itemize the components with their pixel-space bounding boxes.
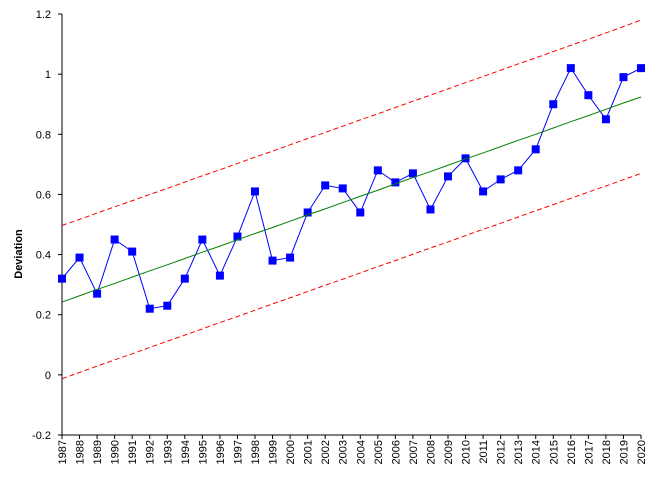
x-tick-label: 1988 <box>75 440 87 464</box>
y-tick-label: 0.2 <box>36 310 51 322</box>
x-tick-label: 2003 <box>338 440 350 464</box>
data-point-marker <box>268 256 277 265</box>
data-point-marker <box>215 271 224 280</box>
data-point-marker <box>180 274 189 283</box>
data-point-marker <box>531 145 540 154</box>
x-tick-label: 1992 <box>145 440 157 464</box>
plot-area <box>58 19 645 380</box>
data-point-marker <box>408 169 417 178</box>
data-point-marker <box>303 208 312 217</box>
data-point-marker <box>338 184 347 193</box>
axes <box>58 13 642 439</box>
y-tick-label: 0.6 <box>36 189 51 201</box>
x-tick-label: 1993 <box>162 440 174 464</box>
x-tick-label: 2007 <box>408 440 420 464</box>
x-tick-label: 2009 <box>443 440 455 464</box>
y-tick-label: -0.2 <box>32 430 51 442</box>
data-point-marker <box>286 253 295 262</box>
x-tick-label: 1997 <box>232 440 244 464</box>
data-point-marker <box>75 253 84 262</box>
x-tick-label: 2001 <box>303 440 315 464</box>
x-tick-label: 1989 <box>92 440 104 464</box>
x-tick-label: 1995 <box>197 440 209 464</box>
data-point-marker <box>566 64 575 73</box>
limit-line <box>61 172 642 380</box>
data-point-marker <box>198 235 207 244</box>
data-point-marker <box>110 235 119 244</box>
x-tick-label: 2013 <box>513 440 525 464</box>
x-tick-label: 2014 <box>531 440 543 464</box>
data-point-marker <box>58 274 66 283</box>
x-tick-label: 1994 <box>180 440 192 464</box>
data-point-marker <box>233 232 242 241</box>
x-tick-label: 2019 <box>618 440 630 464</box>
x-tick-label: 2010 <box>461 440 473 464</box>
trend-line <box>61 96 642 303</box>
data-point-marker <box>601 115 610 124</box>
x-tick-label: 1990 <box>110 440 122 464</box>
x-tick-label: 2015 <box>548 440 560 464</box>
y-tick-label: 0.4 <box>36 250 51 262</box>
data-point-marker <box>321 181 330 190</box>
y-tick-label: 1 <box>45 69 51 81</box>
y-axis-title: Deviation <box>13 229 25 279</box>
x-tick-label: 2012 <box>496 440 508 464</box>
x-tick-label: 1991 <box>127 440 139 464</box>
x-tick-label: 2004 <box>355 440 367 464</box>
x-tick-label: 1999 <box>268 440 280 464</box>
data-point-marker <box>391 178 400 187</box>
data-point-marker <box>128 247 137 256</box>
data-point-marker <box>426 205 435 214</box>
data-point-marker <box>637 64 645 73</box>
data-point-marker <box>514 166 523 175</box>
data-point-marker <box>251 187 259 196</box>
x-tick-label: 2017 <box>583 440 595 464</box>
x-tick-label: 2008 <box>425 440 437 464</box>
x-tick-label: 1998 <box>250 440 262 464</box>
x-tick-label: 1987 <box>57 440 69 464</box>
x-tick-label: 2006 <box>390 440 402 464</box>
data-point-marker <box>479 187 488 196</box>
data-point-marker <box>444 172 452 181</box>
x-tick-label: 2000 <box>285 440 297 464</box>
x-tick-label: 1996 <box>215 440 227 464</box>
data-point-marker <box>163 301 172 310</box>
x-tick-label: 2002 <box>320 440 332 464</box>
data-point-marker <box>496 175 505 184</box>
tick-labels: -0.2 0 0.2 0.4 0.6 0.8 1 1.2 1987 1988 1989 1990 199… <box>32 9 648 464</box>
data-point-marker <box>145 304 154 313</box>
x-tick-label: 2020 <box>636 440 648 464</box>
deviation-series-line <box>61 67 642 310</box>
y-tick-label: 0 <box>45 370 51 382</box>
data-point-marker <box>373 166 382 175</box>
data-point-marker <box>619 73 628 82</box>
data-point-marker <box>584 91 593 100</box>
x-tick-label: 2016 <box>566 440 578 464</box>
limit-line <box>61 19 642 226</box>
y-tick-label: 0.8 <box>36 129 51 141</box>
x-tick-label: 2011 <box>478 440 490 464</box>
data-point-marker <box>356 208 365 217</box>
x-tick-label: 2018 <box>601 440 613 464</box>
y-tick-label: 1.2 <box>36 9 51 21</box>
x-tick-label: 2005 <box>373 440 385 464</box>
data-point-marker <box>461 154 470 163</box>
data-point-marker <box>93 289 102 298</box>
data-point-marker <box>549 100 558 109</box>
